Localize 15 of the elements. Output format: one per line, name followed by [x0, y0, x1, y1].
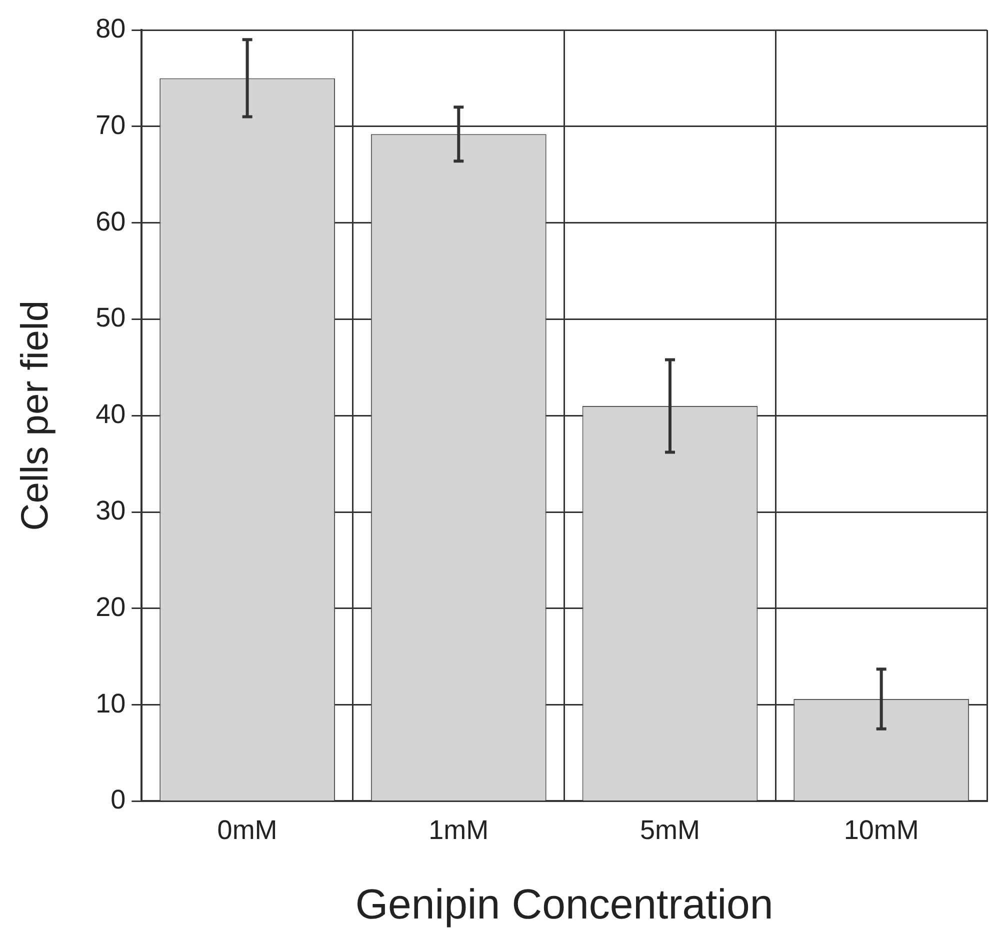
x-tick-label: 10mM	[844, 814, 919, 845]
x-tick-label: 5mM	[640, 814, 700, 845]
y-tick-label: 40	[96, 399, 126, 430]
y-axis-title: Cells per field	[14, 300, 56, 531]
y-tick-label: 0	[110, 784, 126, 815]
x-axis-title: Genipin Concentration	[355, 880, 774, 928]
x-tick-label: 1mM	[428, 814, 489, 845]
y-tick-label: 50	[96, 302, 126, 333]
y-tick-label: 20	[96, 592, 126, 622]
y-tick-label: 60	[96, 206, 126, 236]
y-tick-label: 70	[96, 110, 126, 140]
y-tick-label: 10	[96, 688, 126, 718]
x-tick-label: 0mM	[217, 814, 278, 845]
y-tick-label: 30	[96, 495, 126, 526]
y-tick-label: 80	[96, 13, 126, 44]
